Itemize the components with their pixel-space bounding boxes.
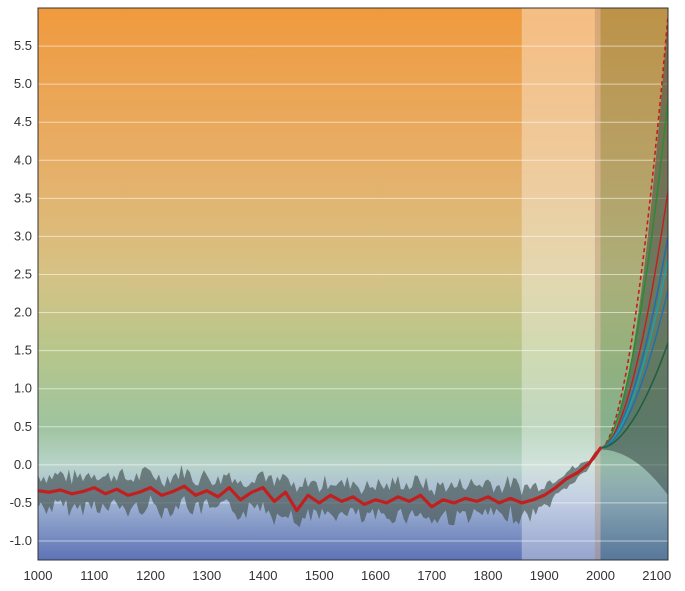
x-axis-label: 1300 [192,568,221,583]
y-axis-label: 0.0 [14,457,32,472]
y-axis-label: -0.5 [10,495,32,510]
y-axis-label: 1.5 [14,343,32,358]
y-axis-label: 1.0 [14,381,32,396]
x-axis-label: 2000 [586,568,615,583]
chart-container: -1.0 -0.5 0.0 0.5 1.0 1.5 2.0 2.5 3.0 3.5 4.0 4.5 5.… [0,0,685,591]
x-axis-label: 1200 [136,568,165,583]
y-axis-label: -1.0 [10,533,32,548]
x-axis-label: 2100 [642,568,671,583]
y-axis-label: 2.0 [14,305,32,320]
temperature-chart: -1.0 -0.5 0.0 0.5 1.0 1.5 2.0 2.5 3.0 3.5 4.0 4.5 5.… [0,0,685,591]
highlight-band-0 [522,8,601,560]
x-axis-label: 1400 [249,568,278,583]
y-axis-label: 0.5 [14,419,32,434]
y-axis-label: 5.0 [14,76,32,91]
x-axis-label: 1700 [417,568,446,583]
x-axis-label: 1100 [80,568,108,583]
y-axis-label: 4.0 [14,152,32,167]
x-axis-label: 1000 [24,568,53,583]
highlight-band-1 [595,8,601,560]
y-axis-label: 3.0 [14,228,32,243]
x-axis-label: 1800 [474,568,503,583]
x-axis-label: 1500 [305,568,334,583]
y-axis-label: 4.5 [14,114,32,129]
x-axis-label: 1900 [530,568,559,583]
y-axis-label: 2.5 [14,266,32,281]
x-axis-label: 1600 [361,568,390,583]
y-axis-label: 5.5 [14,38,32,53]
y-axis-label: 3.5 [14,190,32,205]
